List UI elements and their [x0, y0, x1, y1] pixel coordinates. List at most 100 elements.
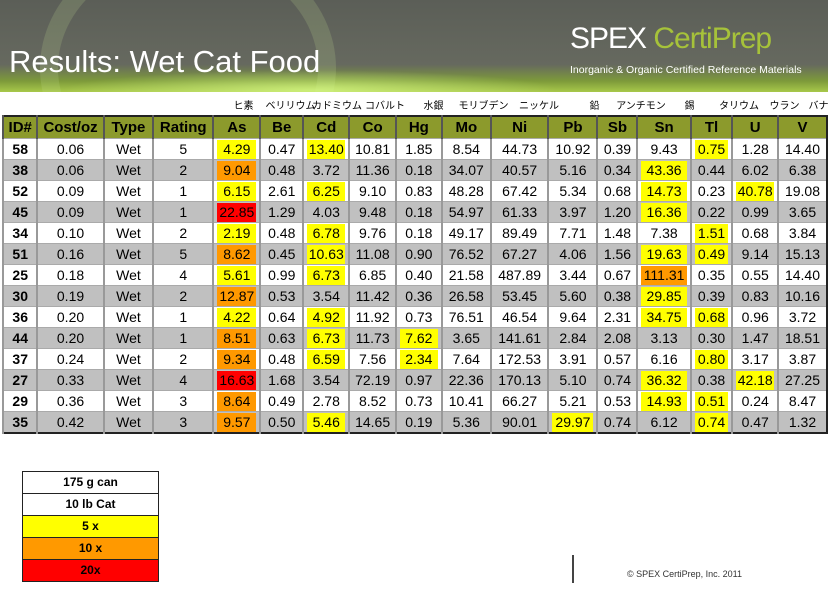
highlighted-value: 22.85 [217, 202, 257, 222]
cell-cd: 10.63 [302, 243, 350, 265]
cell-rating: 1 [152, 201, 214, 223]
highlighted-value: 6.73 [307, 328, 346, 348]
cell-v: 10.16 [776, 285, 827, 307]
cell-sn: 6.16 [636, 348, 691, 370]
highlighted-value: 16.36 [641, 202, 687, 222]
highlighted-value: 0.49 [694, 244, 729, 264]
cell-be: 0.63 [259, 327, 304, 349]
cell-type: Wet [102, 180, 154, 202]
cell-cd: 13.40 [302, 138, 350, 160]
highlighted-value: 6.15 [217, 181, 257, 201]
cell-rating: 4 [152, 369, 214, 391]
cell-ni: 141.61 [489, 327, 549, 349]
column-header-hg: Hg [394, 116, 442, 139]
japanese-label: モリブデン [458, 101, 509, 112]
cell-type: Wet [102, 222, 154, 244]
cell-pb: 29.97 [547, 411, 598, 434]
cell-type: Wet [102, 138, 154, 160]
cell-v: 18.51 [776, 327, 827, 349]
cell-co: 11.42 [348, 285, 396, 307]
highlighted-value: 36.32 [641, 370, 687, 390]
cell-rating: 5 [152, 243, 214, 265]
cell-hg: 0.18 [394, 222, 442, 244]
japanese-label: ウラン [769, 101, 800, 112]
cell-u: 40.78 [731, 180, 778, 202]
column-header-sn: Sn [636, 116, 691, 139]
cell-cd: 6.73 [302, 327, 350, 349]
table-row: 52 0.09 Wet 1 6.15 2.61 6.25 9.10 0.83 48.28 67.42… [1, 180, 827, 202]
cell-v: 3.72 [776, 306, 827, 328]
highlighted-value: 10.63 [307, 244, 346, 264]
cell-v: 1.32 [776, 411, 827, 434]
cell-mo: 3.65 [440, 327, 491, 349]
cell-rating: 2 [152, 159, 214, 181]
column-header-costoz: Cost/oz [36, 116, 104, 139]
cell-be: 0.50 [259, 411, 304, 434]
cell-pb: 3.44 [547, 264, 598, 286]
cell-as: 16.63 [212, 369, 261, 391]
cell-co: 6.85 [348, 264, 396, 286]
cell-sb: 0.74 [596, 411, 638, 434]
cell-type: Wet [102, 348, 154, 370]
cell-v: 3.87 [776, 348, 827, 370]
japanese-label: ヒ素 [233, 101, 254, 112]
cell-id: 30 [1, 285, 38, 307]
cell-v: 3.65 [776, 201, 827, 223]
cell-sb: 1.48 [596, 222, 638, 244]
column-header-id: ID# [1, 116, 38, 139]
cell-sb: 0.67 [596, 264, 638, 286]
table-row: 25 0.18 Wet 4 5.61 0.99 6.73 6.85 0.40 21.58 487.8… [1, 264, 827, 286]
cell-ni: 172.53 [489, 348, 549, 370]
cell-costoz: 0.06 [36, 138, 104, 160]
highlighted-value: 0.80 [694, 349, 729, 369]
cell-sn: 3.13 [636, 327, 691, 349]
cell-co: 11.92 [348, 306, 396, 328]
table-row: 37 0.24 Wet 2 9.34 0.48 6.59 7.56 2.34 7.64 172.53… [1, 348, 827, 370]
table-row: 36 0.20 Wet 1 4.22 0.64 4.92 11.92 0.73 76.51 46.5… [1, 306, 827, 328]
cell-sb: 0.53 [596, 390, 638, 412]
cell-id: 36 [1, 306, 38, 328]
highlighted-value: 0.74 [694, 412, 729, 432]
cell-sb: 0.34 [596, 159, 638, 181]
cell-ni: 89.49 [489, 222, 549, 244]
cell-ni: 67.42 [489, 180, 549, 202]
cell-rating: 4 [152, 264, 214, 286]
cell-mo: 10.41 [440, 390, 491, 412]
cell-as: 12.87 [212, 285, 261, 307]
table-row: 29 0.36 Wet 3 8.64 0.49 2.78 8.52 0.73 10.41 66.27… [1, 390, 827, 412]
highlighted-value: 16.63 [217, 370, 257, 390]
cell-u: 0.99 [731, 201, 778, 223]
cell-tl: 1.51 [689, 222, 733, 244]
legend: 175 g can 10 lb Cat 5 x 10 x 20x [22, 471, 159, 582]
highlighted-value: 2.19 [217, 223, 257, 243]
cell-rating: 2 [152, 348, 214, 370]
cell-co: 10.81 [348, 138, 396, 160]
cell-be: 0.47 [259, 138, 304, 160]
column-header-u: U [731, 116, 778, 139]
japanese-label: カドミウム [312, 101, 362, 112]
column-header-pb: Pb [547, 116, 598, 139]
japanese-label: 水銀 [423, 101, 444, 112]
cell-hg: 0.18 [394, 201, 442, 223]
cell-as: 8.62 [212, 243, 261, 265]
cell-costoz: 0.06 [36, 159, 104, 181]
cell-costoz: 0.36 [36, 390, 104, 412]
cell-sn: 29.85 [636, 285, 691, 307]
cell-mo: 34.07 [440, 159, 491, 181]
cell-mo: 26.58 [440, 285, 491, 307]
cell-cd: 3.54 [302, 285, 350, 307]
highlighted-value: 7.62 [399, 328, 438, 348]
banner-glow [60, 70, 560, 92]
cell-id: 27 [1, 369, 38, 391]
cell-sb: 0.68 [596, 180, 638, 202]
cell-type: Wet [102, 306, 154, 328]
cell-u: 42.18 [731, 369, 778, 391]
cell-tl: 0.38 [689, 369, 733, 391]
cell-be: 0.48 [259, 348, 304, 370]
cell-id: 52 [1, 180, 38, 202]
cell-be: 2.61 [259, 180, 304, 202]
cell-rating: 1 [152, 306, 214, 328]
legend-item: 20x [23, 560, 158, 581]
header-banner: Results: Wet Cat Food SPEX CertiPrep Ino… [0, 0, 828, 92]
cell-type: Wet [102, 264, 154, 286]
